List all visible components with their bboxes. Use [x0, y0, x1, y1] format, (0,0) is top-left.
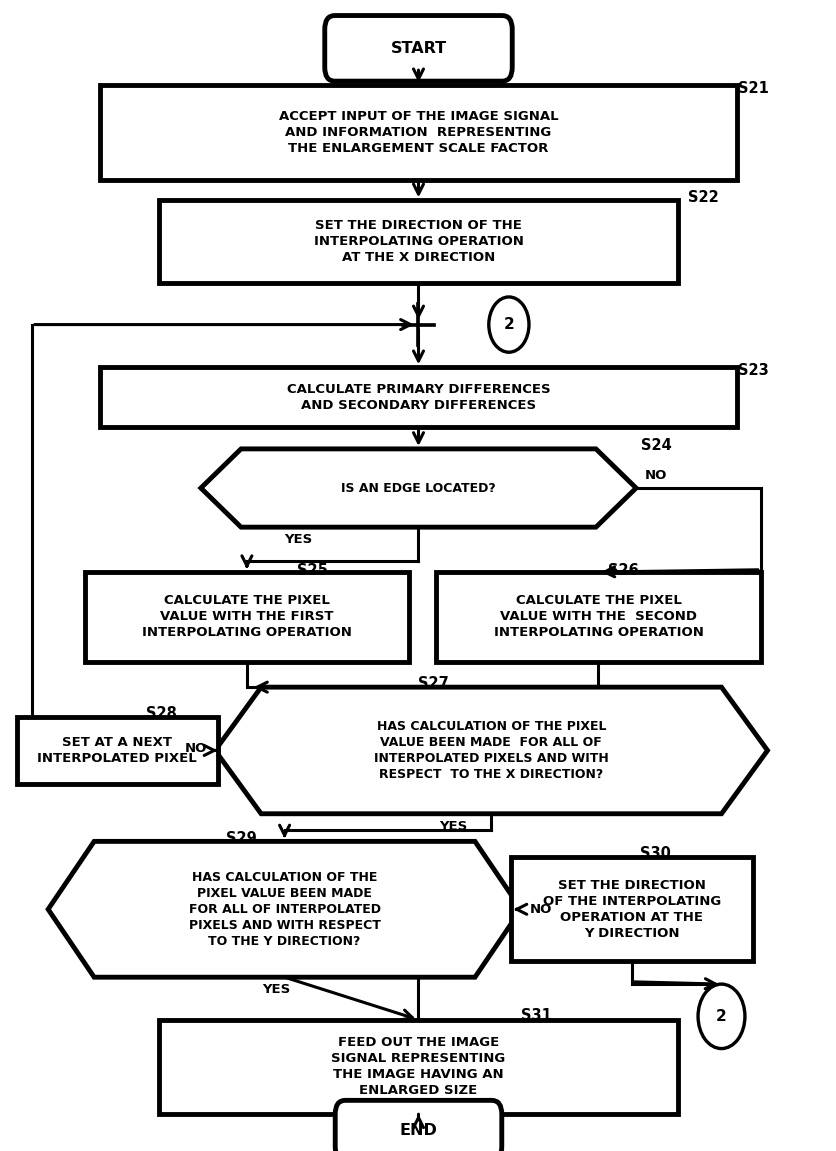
Bar	[100, 85, 736, 180]
Circle shape	[697, 984, 744, 1049]
Bar	[159, 1020, 677, 1114]
Text: END: END	[399, 1122, 437, 1138]
Text: S28: S28	[146, 706, 177, 721]
Circle shape	[488, 297, 528, 352]
Text: SET THE DIRECTION OF THE
INTERPOLATING OPERATION
AT THE X DIRECTION: SET THE DIRECTION OF THE INTERPOLATING O…	[314, 219, 522, 265]
Text: CALCULATE THE PIXEL
VALUE WITH THE FIRST
INTERPOLATING OPERATION: CALCULATE THE PIXEL VALUE WITH THE FIRST…	[142, 594, 351, 640]
Bar	[159, 200, 677, 283]
Text: NO: NO	[184, 741, 206, 755]
Bar	[436, 572, 760, 662]
Text: YES: YES	[439, 820, 467, 832]
Text: S26: S26	[607, 563, 638, 578]
Text: YES: YES	[262, 983, 290, 996]
Text: NO: NO	[644, 470, 666, 482]
Bar	[84, 572, 409, 662]
Text: S22: S22	[687, 190, 718, 205]
Text: S24: S24	[640, 439, 671, 453]
Text: NO: NO	[529, 902, 551, 916]
Polygon shape	[201, 449, 635, 527]
Text: IS AN EDGE LOCATED?: IS AN EDGE LOCATED?	[341, 481, 495, 495]
Polygon shape	[48, 841, 520, 977]
Text: S31: S31	[520, 1008, 551, 1023]
Text: SET AT A NEXT
INTERPOLATED PIXEL: SET AT A NEXT INTERPOLATED PIXEL	[38, 735, 196, 765]
Text: S25: S25	[297, 563, 328, 578]
Text: 2: 2	[503, 317, 513, 333]
Text: HAS CALCULATION OF THE
PIXEL VALUE BEEN MADE
FOR ALL OF INTERPOLATED
PIXELS AND : HAS CALCULATION OF THE PIXEL VALUE BEEN …	[188, 871, 380, 947]
Text: S27: S27	[418, 676, 449, 691]
Text: 2: 2	[716, 1008, 726, 1024]
Text: FEED OUT THE IMAGE
SIGNAL REPRESENTING
THE IMAGE HAVING AN
ENLARGED SIZE: FEED OUT THE IMAGE SIGNAL REPRESENTING T…	[331, 1037, 505, 1097]
Polygon shape	[215, 687, 767, 814]
Text: HAS CALCULATION OF THE PIXEL
VALUE BEEN MADE  FOR ALL OF
INTERPOLATED PIXELS AND: HAS CALCULATION OF THE PIXEL VALUE BEEN …	[374, 721, 608, 780]
Text: YES: YES	[284, 533, 313, 546]
Text: CALCULATE THE PIXEL
VALUE WITH THE  SECOND
INTERPOLATING OPERATION: CALCULATE THE PIXEL VALUE WITH THE SECON…	[493, 594, 702, 640]
Bar	[510, 857, 752, 961]
Text: S29: S29	[226, 831, 257, 846]
Text: S23: S23	[737, 363, 768, 378]
Text: START: START	[390, 40, 446, 56]
Text: SET THE DIRECTION
OF THE INTERPOLATING
OPERATION AT THE
Y DIRECTION: SET THE DIRECTION OF THE INTERPOLATING O…	[543, 879, 720, 939]
Text: S21: S21	[737, 81, 768, 96]
Text: CALCULATE PRIMARY DIFFERENCES
AND SECONDARY DIFFERENCES: CALCULATE PRIMARY DIFFERENCES AND SECOND…	[287, 382, 549, 412]
Bar	[100, 367, 736, 427]
Text: S30: S30	[640, 846, 670, 861]
Bar	[17, 717, 217, 784]
Text: ACCEPT INPUT OF THE IMAGE SIGNAL
AND INFORMATION  REPRESENTING
THE ENLARGEMENT S: ACCEPT INPUT OF THE IMAGE SIGNAL AND INF…	[278, 109, 558, 155]
FancyBboxPatch shape	[324, 15, 512, 82]
FancyBboxPatch shape	[334, 1100, 501, 1151]
